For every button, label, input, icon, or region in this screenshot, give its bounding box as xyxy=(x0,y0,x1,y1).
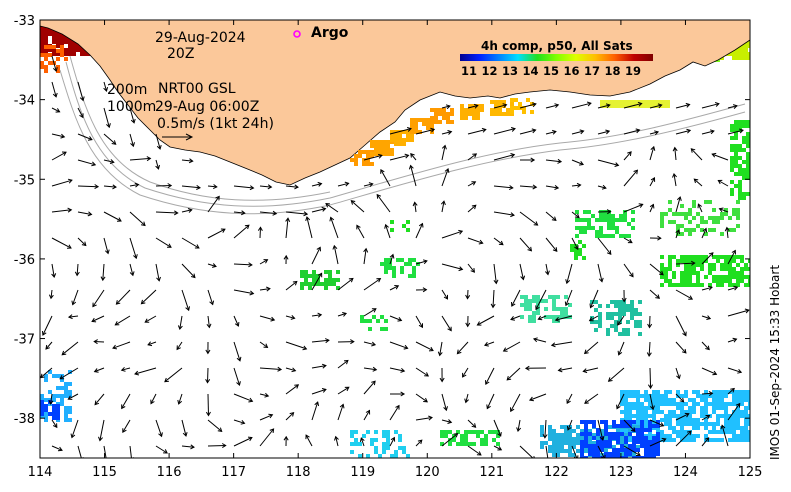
argo-label: Argo xyxy=(311,25,349,41)
plot-frame xyxy=(39,19,751,459)
colorbar-title: 4h comp, p50, All Sats xyxy=(481,39,633,53)
x-tick-label: 119 xyxy=(350,465,375,480)
x-tick-label: 117 xyxy=(221,465,246,480)
colorbar-tick-label: 14 xyxy=(522,64,539,78)
x-tick-label: 116 xyxy=(157,465,182,480)
colorbar-tick-label: 15 xyxy=(543,64,560,78)
x-tick-label: 122 xyxy=(544,465,569,480)
colorbar-tick-label: 17 xyxy=(584,64,601,78)
y-tick-label: -37 xyxy=(14,333,35,348)
colorbar-tick-label: 18 xyxy=(604,64,621,78)
map-hour: 20Z xyxy=(167,46,195,62)
depth-200-label: 200m xyxy=(107,82,148,98)
product-label: NRT00 GSL xyxy=(158,81,236,97)
x-tick-label: 118 xyxy=(286,465,311,480)
colorbar-tick-label: 12 xyxy=(481,64,498,78)
x-axis: 114 115 116 117 118 119 120 121 122 123 124 125 xyxy=(28,20,763,480)
depth-1000-label: 1000m xyxy=(107,99,157,115)
y-tick-label: -36 xyxy=(14,253,35,268)
bathymetry-contours xyxy=(59,55,746,215)
argo-marker-icon xyxy=(293,30,301,38)
y-tick-label: -34 xyxy=(14,94,35,109)
y-tick-label: -35 xyxy=(14,173,35,188)
scale-label: 0.5m/s (1kt 24h) xyxy=(157,116,274,132)
x-tick-label: 120 xyxy=(415,465,440,480)
colorbar-tick-label: 16 xyxy=(563,64,580,78)
colorbar-tick-label: 19 xyxy=(625,64,642,78)
x-tick-label: 115 xyxy=(92,465,117,480)
x-tick-label: 121 xyxy=(479,465,504,480)
y-tick-label: -38 xyxy=(14,412,35,427)
current-vectors xyxy=(40,55,750,458)
coastal-warm-water xyxy=(350,98,670,166)
scale-arrow xyxy=(162,133,194,141)
x-tick-label: 125 xyxy=(738,465,763,480)
y-axis: -33 -34 -35 -36 -37 -38 xyxy=(14,14,750,427)
credit-label: IMOS 01-Sep-2024 15:33 Hobart xyxy=(768,264,782,460)
y-tick-label: -33 xyxy=(14,14,35,29)
x-tick-label: 123 xyxy=(608,465,633,480)
x-tick-label: 114 xyxy=(28,465,53,480)
map-date: 29-Aug-2024 xyxy=(155,30,246,46)
colorbar-tick-label: 11 xyxy=(461,64,478,78)
x-tick-label: 124 xyxy=(673,465,698,480)
australia-landmass xyxy=(40,20,750,186)
colorbar-tick-label: 13 xyxy=(502,64,519,78)
product-time: 29-Aug 06:00Z xyxy=(155,99,260,115)
sst-colorbar xyxy=(460,54,653,61)
